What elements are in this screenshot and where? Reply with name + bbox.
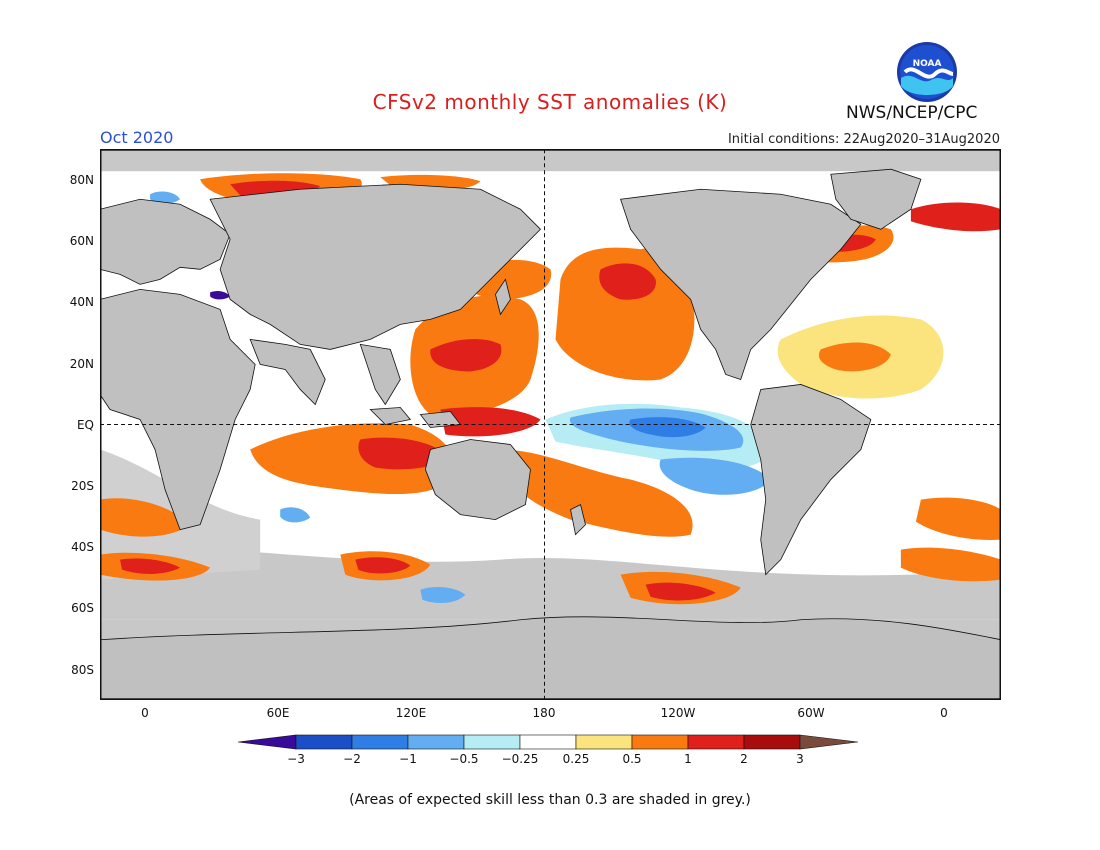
lon-label: 60E xyxy=(266,706,290,720)
map-frame xyxy=(100,149,1001,700)
lat-label: 20S xyxy=(71,479,94,493)
noaa-logo-icon: NOAA xyxy=(897,42,957,102)
colorbar-tick-label: −3 xyxy=(287,752,305,766)
colorbar-cell xyxy=(407,734,465,750)
lon-label: 180 xyxy=(532,706,556,720)
lon-label: 60W xyxy=(797,706,825,720)
colorbar-tick-label: −0.25 xyxy=(502,752,539,766)
lon-label: 120E xyxy=(395,706,427,720)
colorbar-cell xyxy=(631,734,689,750)
initial-conditions: Initial conditions: 22Aug2020–31Aug2020 xyxy=(727,132,1000,147)
lon-label: 0 xyxy=(940,706,948,720)
lat-label: 60S xyxy=(71,601,94,616)
sst-anomaly-map xyxy=(100,149,1001,700)
arctic-grey xyxy=(100,149,1001,172)
lat-label: EQ xyxy=(76,417,94,432)
lon-label: 0 xyxy=(141,706,149,720)
lon-label: 120W xyxy=(660,706,696,720)
colorbar-cell xyxy=(463,734,521,750)
colorbar-tick-label: −2 xyxy=(343,752,361,766)
colorbar-cell xyxy=(687,734,745,750)
colorbar-cell xyxy=(575,734,633,750)
land-masses xyxy=(100,168,1001,700)
lat-label: 40S xyxy=(71,540,94,555)
skill-footnote: (Areas of expected skill less than 0.3 a… xyxy=(349,792,751,808)
forecast-month: Oct 2020 xyxy=(100,128,174,147)
map-title: CFSv2 monthly SST anomalies (K) xyxy=(372,90,728,114)
colorbar-tick-label: 0.25 xyxy=(563,752,590,766)
colorbar-tick-label: −1 xyxy=(399,752,417,766)
colorbar-tick-label: −0.5 xyxy=(449,752,478,766)
colorbar-max-arrow xyxy=(799,734,859,750)
organization-label: NWS/NCEP/CPC xyxy=(846,103,978,123)
south-pacific-warm-anomaly xyxy=(499,449,693,537)
colorbar-min-arrow xyxy=(238,734,297,750)
lat-label: 80S xyxy=(71,662,94,677)
lat-label: 20N xyxy=(69,356,94,371)
lat-label: 40N xyxy=(69,295,94,310)
north-pacific-warm-anomaly xyxy=(555,247,695,381)
colorbar-tick-label: 1 xyxy=(684,752,692,766)
colorbar-cell xyxy=(351,734,409,750)
colorbar-cell xyxy=(743,734,801,750)
colorbar: −3 −2 −1 −0.5 −0.25 0.25 0.5 1 2 3 xyxy=(238,734,859,766)
colorbar-tick-label: 3 xyxy=(796,752,804,766)
colorbar-tick-label: 0.5 xyxy=(622,752,641,766)
lat-label: 80N xyxy=(69,173,94,187)
southern-ocean-grey xyxy=(100,547,1001,620)
colorbar-cell xyxy=(295,734,353,750)
colorbar-cell xyxy=(519,734,577,750)
noaa-logo-text: NOAA xyxy=(913,59,942,69)
lat-label: 60N xyxy=(69,234,94,249)
colorbar-tick-label: 2 xyxy=(740,752,748,766)
